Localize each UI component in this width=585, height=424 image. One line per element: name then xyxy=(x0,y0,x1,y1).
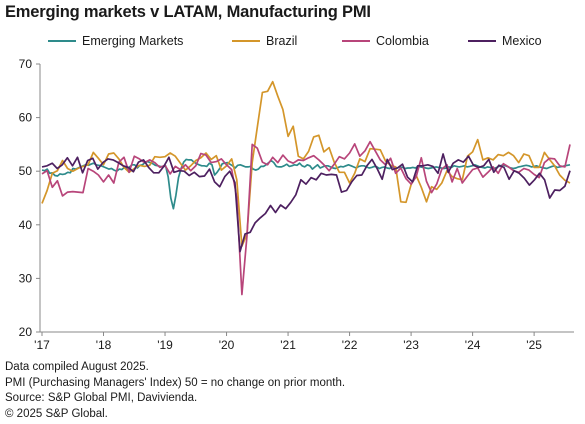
footer-line: PMI (Purchasing Managers' Index) 50 = no… xyxy=(5,376,346,389)
x-tick-label: '20 xyxy=(219,338,235,352)
legend-item-mexico: Mexico xyxy=(468,33,542,49)
legend-item-brazil: Brazil xyxy=(232,33,297,49)
y-tick-label: 60 xyxy=(19,111,33,125)
x-tick-label: '19 xyxy=(157,338,173,352)
legend-swatch xyxy=(342,40,370,42)
y-tick-label: 40 xyxy=(19,218,33,232)
y-tick-label: 20 xyxy=(19,325,33,339)
legend-item-emerging-markets: Emerging Markets xyxy=(48,33,183,49)
x-tick-label: '17 xyxy=(34,338,50,352)
y-tick-label: 50 xyxy=(19,164,33,178)
footer-line: Data compiled August 2025. xyxy=(5,361,149,373)
series-line-mexico xyxy=(41,153,571,253)
legend-swatch xyxy=(232,40,260,42)
x-tick-label: '22 xyxy=(342,338,358,352)
footer-line: Source: S&P Global PMI, Davivienda. xyxy=(5,392,198,404)
legend-label: Emerging Markets xyxy=(82,34,184,48)
legend-label: Brazil xyxy=(266,34,298,48)
y-tick-label: 30 xyxy=(19,271,33,285)
y-tick-label: 70 xyxy=(19,57,33,71)
x-tick-label: '24 xyxy=(465,338,481,352)
legend-label: Mexico xyxy=(502,34,542,48)
legend-item-colombia: Colombia xyxy=(342,33,429,49)
legend-swatch xyxy=(468,40,496,42)
x-tick-label: '21 xyxy=(280,338,296,352)
legend-label: Colombia xyxy=(376,34,429,48)
series-line-emerging-markets xyxy=(41,158,571,210)
chart-footer: Data compiled August 2025. PMI (Purchasi… xyxy=(5,360,345,422)
x-tick-label: '18 xyxy=(96,338,112,352)
footer-line: © 2025 S&P Global. xyxy=(5,407,108,420)
chart-title: Emerging markets v LATAM, Manufacturing … xyxy=(5,3,371,21)
x-tick-label: '25 xyxy=(526,338,542,352)
legend-swatch xyxy=(48,40,76,42)
chart-legend: Emerging Markets Brazil Colombia Mexico xyxy=(0,33,585,49)
x-tick-label: '23 xyxy=(403,338,419,352)
line-chart: 20 30 40 50 60 70 '17 '18 '19 '20 '21 '22 '23 '24 '25 xyxy=(19,57,574,352)
